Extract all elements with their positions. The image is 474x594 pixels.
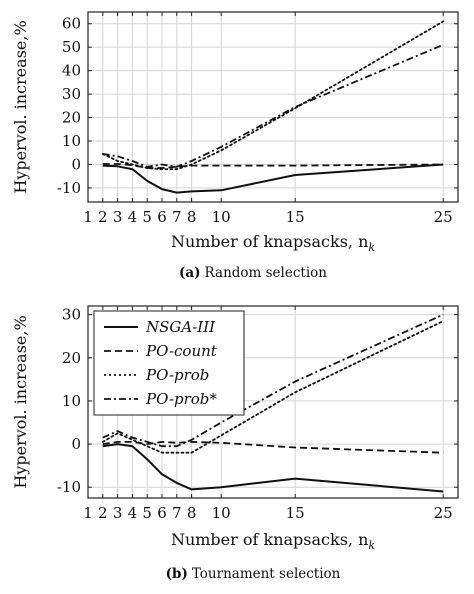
x-axis-label-text: Number of knapsacks, n bbox=[171, 232, 368, 251]
x-tick-label: 5 bbox=[142, 208, 152, 226]
x-tick-label: 6 bbox=[157, 208, 167, 226]
y-tick-label: 0 bbox=[71, 435, 81, 453]
caption-text: Tournament selection bbox=[192, 566, 341, 582]
series-line-dotted bbox=[101, 20, 445, 171]
x-tick-label: 5 bbox=[142, 504, 152, 522]
y-tick-label: 50 bbox=[62, 38, 81, 56]
x-tick-label: 1 bbox=[83, 208, 93, 226]
y-tick-label: 10 bbox=[62, 132, 81, 150]
y-axis-label: Hypervol. increase,% bbox=[11, 315, 30, 488]
caption-label: (b) bbox=[166, 566, 188, 582]
series-line-solid bbox=[102, 443, 444, 493]
series-line-solid bbox=[102, 163, 444, 194]
y-tick-label: -10 bbox=[57, 179, 81, 197]
series-line-dashdot bbox=[102, 43, 444, 168]
plot-frame bbox=[87, 11, 459, 203]
legend-box bbox=[93, 310, 245, 416]
panel-caption: (b) Tournament selection bbox=[166, 566, 341, 582]
x-tick-label: 15 bbox=[286, 208, 305, 226]
y-tick-label: -10 bbox=[57, 478, 81, 496]
x-axis-label: Number of knapsacks, nk bbox=[171, 232, 375, 254]
x-axis-label-subscript: k bbox=[368, 539, 375, 552]
x-tick-label: 4 bbox=[128, 208, 138, 226]
panel-tournament-selection: 1 2 3 4 5 6 7 8 10 15 25 -10 0 10 20 30 Number of knapsa… bbox=[11, 305, 459, 582]
y-tick-label: 30 bbox=[62, 306, 81, 324]
x-tick-label: 15 bbox=[286, 504, 305, 522]
x-tick-label: 8 bbox=[187, 208, 197, 226]
x-axis-label-text: Number of knapsacks, n bbox=[171, 530, 368, 549]
x-axis-label: Number of knapsacks, nk bbox=[171, 530, 375, 552]
y-tick-label: 40 bbox=[62, 62, 81, 80]
x-tick-label: 7 bbox=[172, 504, 182, 522]
y-tick-label: 10 bbox=[62, 392, 81, 410]
x-tick-label: 3 bbox=[113, 208, 123, 226]
x-tick-label: 7 bbox=[172, 208, 182, 226]
y-axis-label: Hypervol. increase,% bbox=[11, 20, 30, 193]
legend-label: PO-prob bbox=[145, 366, 209, 384]
x-tick-label: 25 bbox=[434, 504, 453, 522]
x-tick-label: 3 bbox=[113, 504, 123, 522]
y-tick-label: 20 bbox=[62, 349, 81, 367]
y-tick-label: 60 bbox=[62, 15, 81, 33]
y-tick-label: 0 bbox=[71, 155, 81, 173]
caption-text: Random selection bbox=[205, 265, 328, 281]
legend-label: NSGA-III bbox=[145, 318, 216, 336]
x-tick-label: 2 bbox=[98, 504, 108, 522]
caption-label: (a) bbox=[179, 265, 201, 281]
x-axis-label-subscript: k bbox=[368, 241, 375, 254]
series-line-dashed bbox=[102, 440, 444, 454]
x-tick-label: 25 bbox=[434, 208, 453, 226]
x-tick-label: 4 bbox=[128, 504, 138, 522]
x-tick-label: 10 bbox=[212, 208, 231, 226]
legend-label: PO-count bbox=[145, 342, 218, 360]
y-tick-label: 30 bbox=[62, 85, 81, 103]
x-tick-label: 6 bbox=[157, 504, 167, 522]
plot-frame bbox=[87, 305, 459, 499]
x-tick-label: 2 bbox=[98, 208, 108, 226]
x-tick-label: 10 bbox=[212, 504, 231, 522]
y-tick-label: 20 bbox=[62, 109, 81, 127]
panel-caption: (a) Random selection bbox=[179, 265, 327, 281]
legend-label: PO-prob* bbox=[145, 390, 217, 408]
series-line-dotted bbox=[101, 320, 445, 454]
x-tick-label: 1 bbox=[83, 504, 93, 522]
series-line-dashed bbox=[102, 163, 444, 169]
x-tick-label: 8 bbox=[187, 504, 197, 522]
panel-random-selection: 1 2 3 4 5 6 7 8 10 15 25 -10 0 10 20 30 40 50 60 Number of … bbox=[11, 11, 459, 281]
series-line-dashdot bbox=[102, 313, 444, 448]
